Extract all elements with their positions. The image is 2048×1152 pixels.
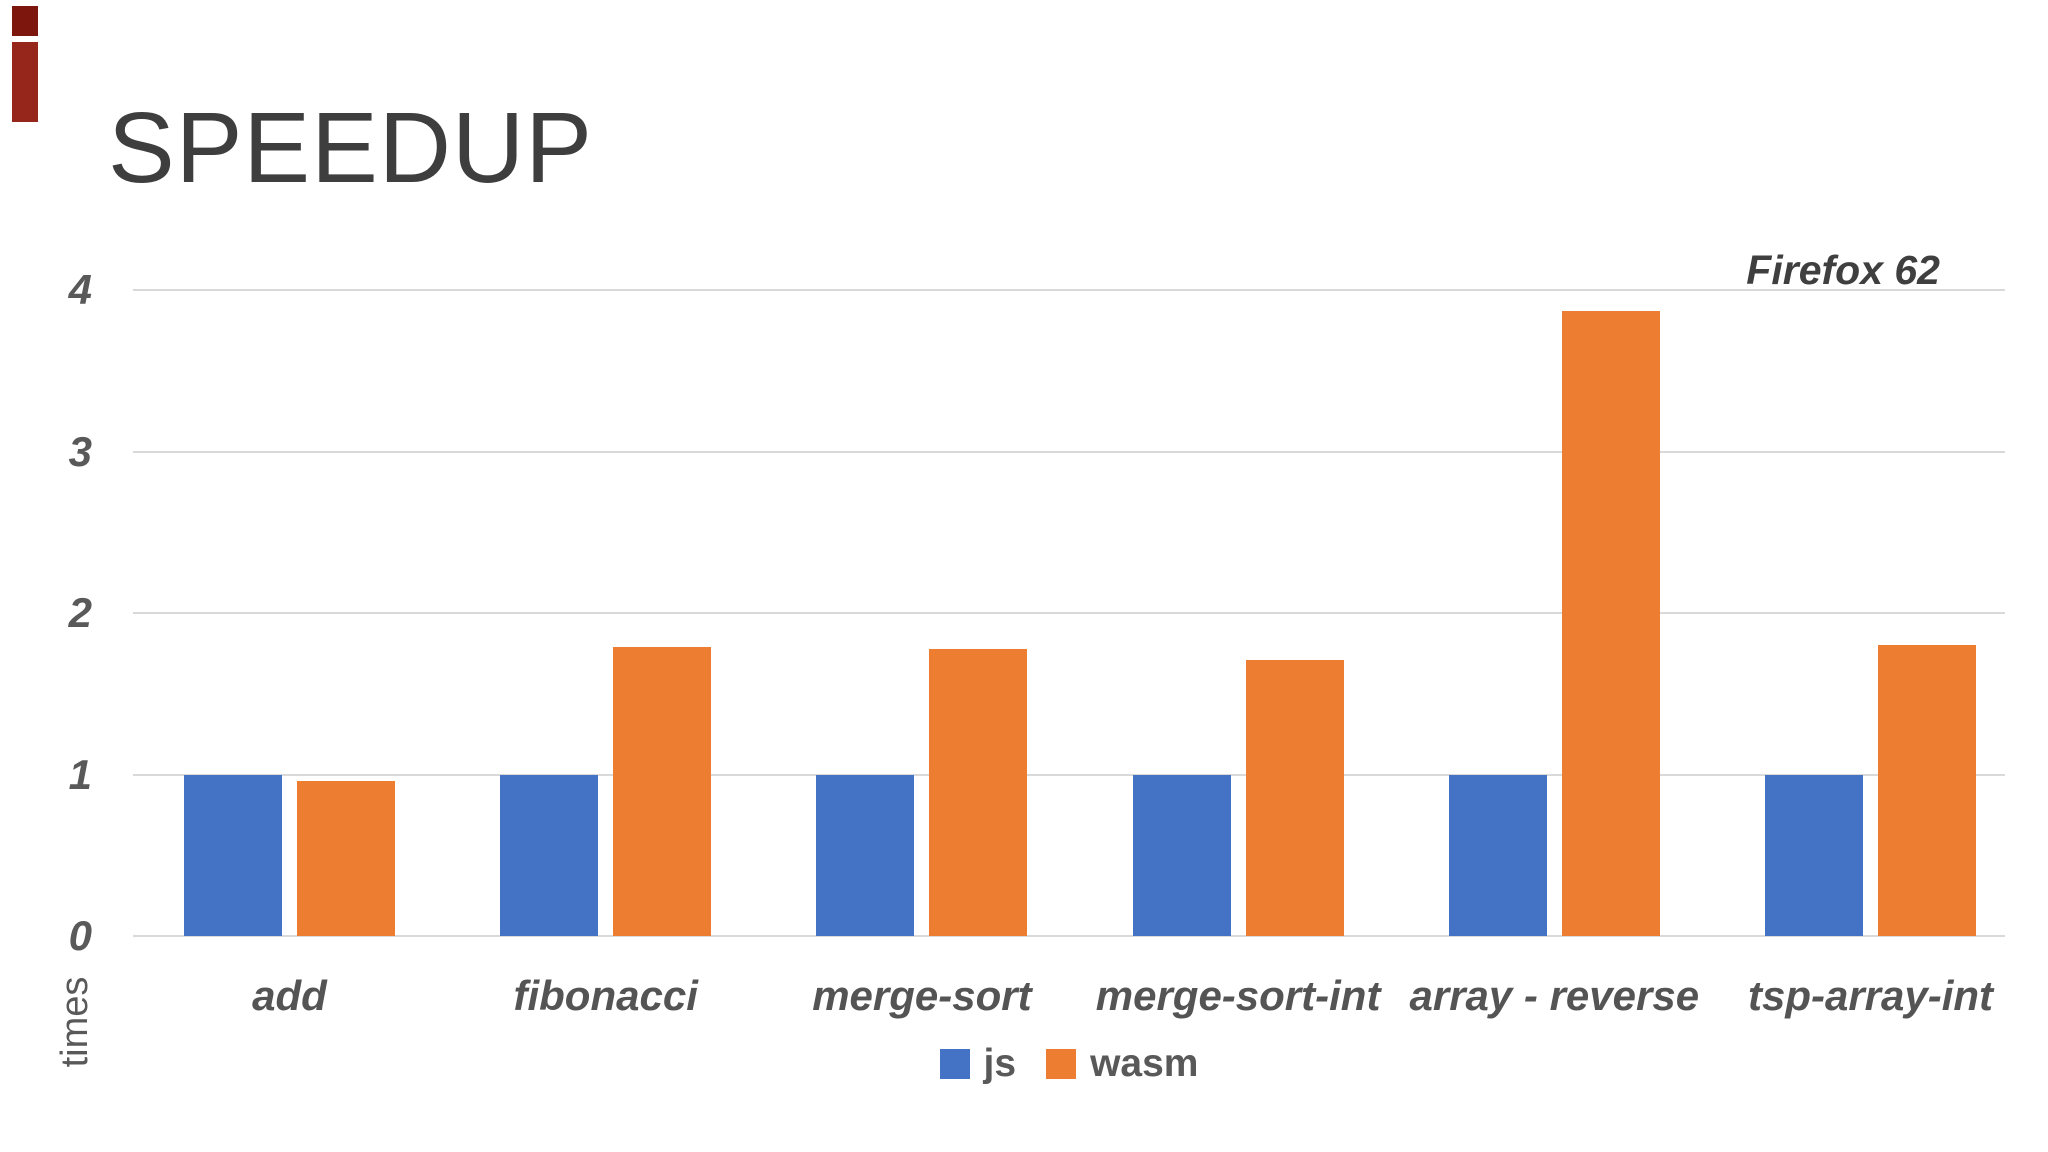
y-axis-tick-label-0: 0 — [68, 912, 92, 959]
gridline-1 — [133, 773, 2005, 776]
bar-js-array-reverse — [1448, 774, 1547, 936]
bar-js-tsp-array-int — [1765, 774, 1863, 936]
bar-wasm-merge-sort-int — [1245, 659, 1344, 936]
gridline-2 — [133, 612, 2005, 614]
corner-accent-top — [12, 6, 38, 36]
bar-wasm-add — [297, 780, 395, 936]
x-axis-category-label-3: merge-sort-int — [1095, 972, 1381, 1019]
x-axis-category-label-2: merge-sort — [812, 972, 1032, 1019]
corner-accent-bottom — [12, 42, 38, 122]
bar-wasm-tsp-array-int — [1878, 645, 1976, 936]
bar-js-add — [184, 774, 282, 936]
y-axis-tick-label-1: 1 — [68, 750, 92, 798]
bar-wasm-fibonacci — [613, 646, 712, 936]
chart-title: SPEEDUP — [108, 92, 593, 204]
legend: js wasm — [133, 1042, 2005, 1085]
legend-item-wasm: wasm — [1046, 1042, 1199, 1085]
legend-swatch-js — [939, 1049, 970, 1079]
legend-item-js: js — [939, 1042, 1017, 1085]
x-axis-category-label-4: array - reverse — [1409, 972, 1700, 1019]
browser-version-label: Firefox 62 — [1746, 247, 1940, 293]
bar-js-merge-sort-int — [1132, 774, 1231, 936]
bar-wasm-array-reverse — [1561, 311, 1660, 936]
gridline-3 — [133, 450, 2005, 453]
gridline-0 — [133, 935, 2005, 937]
gridline-4 — [133, 289, 2005, 291]
x-axis-category-label-0: add — [252, 972, 327, 1019]
y-axis-ticks: 0 1 2 3 4 — [0, 266, 92, 959]
x-axis-category-label-5: tsp-array-int — [1747, 972, 1994, 1019]
x-axis-category-label-1: fibonacci — [513, 972, 698, 1019]
bar-wasm-merge-sort — [929, 648, 1028, 936]
legend-label-wasm: wasm — [1090, 1042, 1199, 1085]
y-axis-tick-label-4: 4 — [68, 266, 92, 313]
x-axis-categories: add fibonacci merge-sort merge-sort-int arra… — [0, 970, 2048, 1022]
plot-area — [133, 289, 2005, 937]
legend-swatch-wasm — [1046, 1049, 1077, 1079]
y-axis-tick-label-3: 3 — [68, 427, 92, 475]
bar-js-merge-sort — [816, 774, 915, 936]
bar-js-fibonacci — [500, 774, 599, 936]
legend-label-js: js — [983, 1042, 1017, 1085]
y-axis-tick-label-2: 2 — [68, 589, 92, 636]
